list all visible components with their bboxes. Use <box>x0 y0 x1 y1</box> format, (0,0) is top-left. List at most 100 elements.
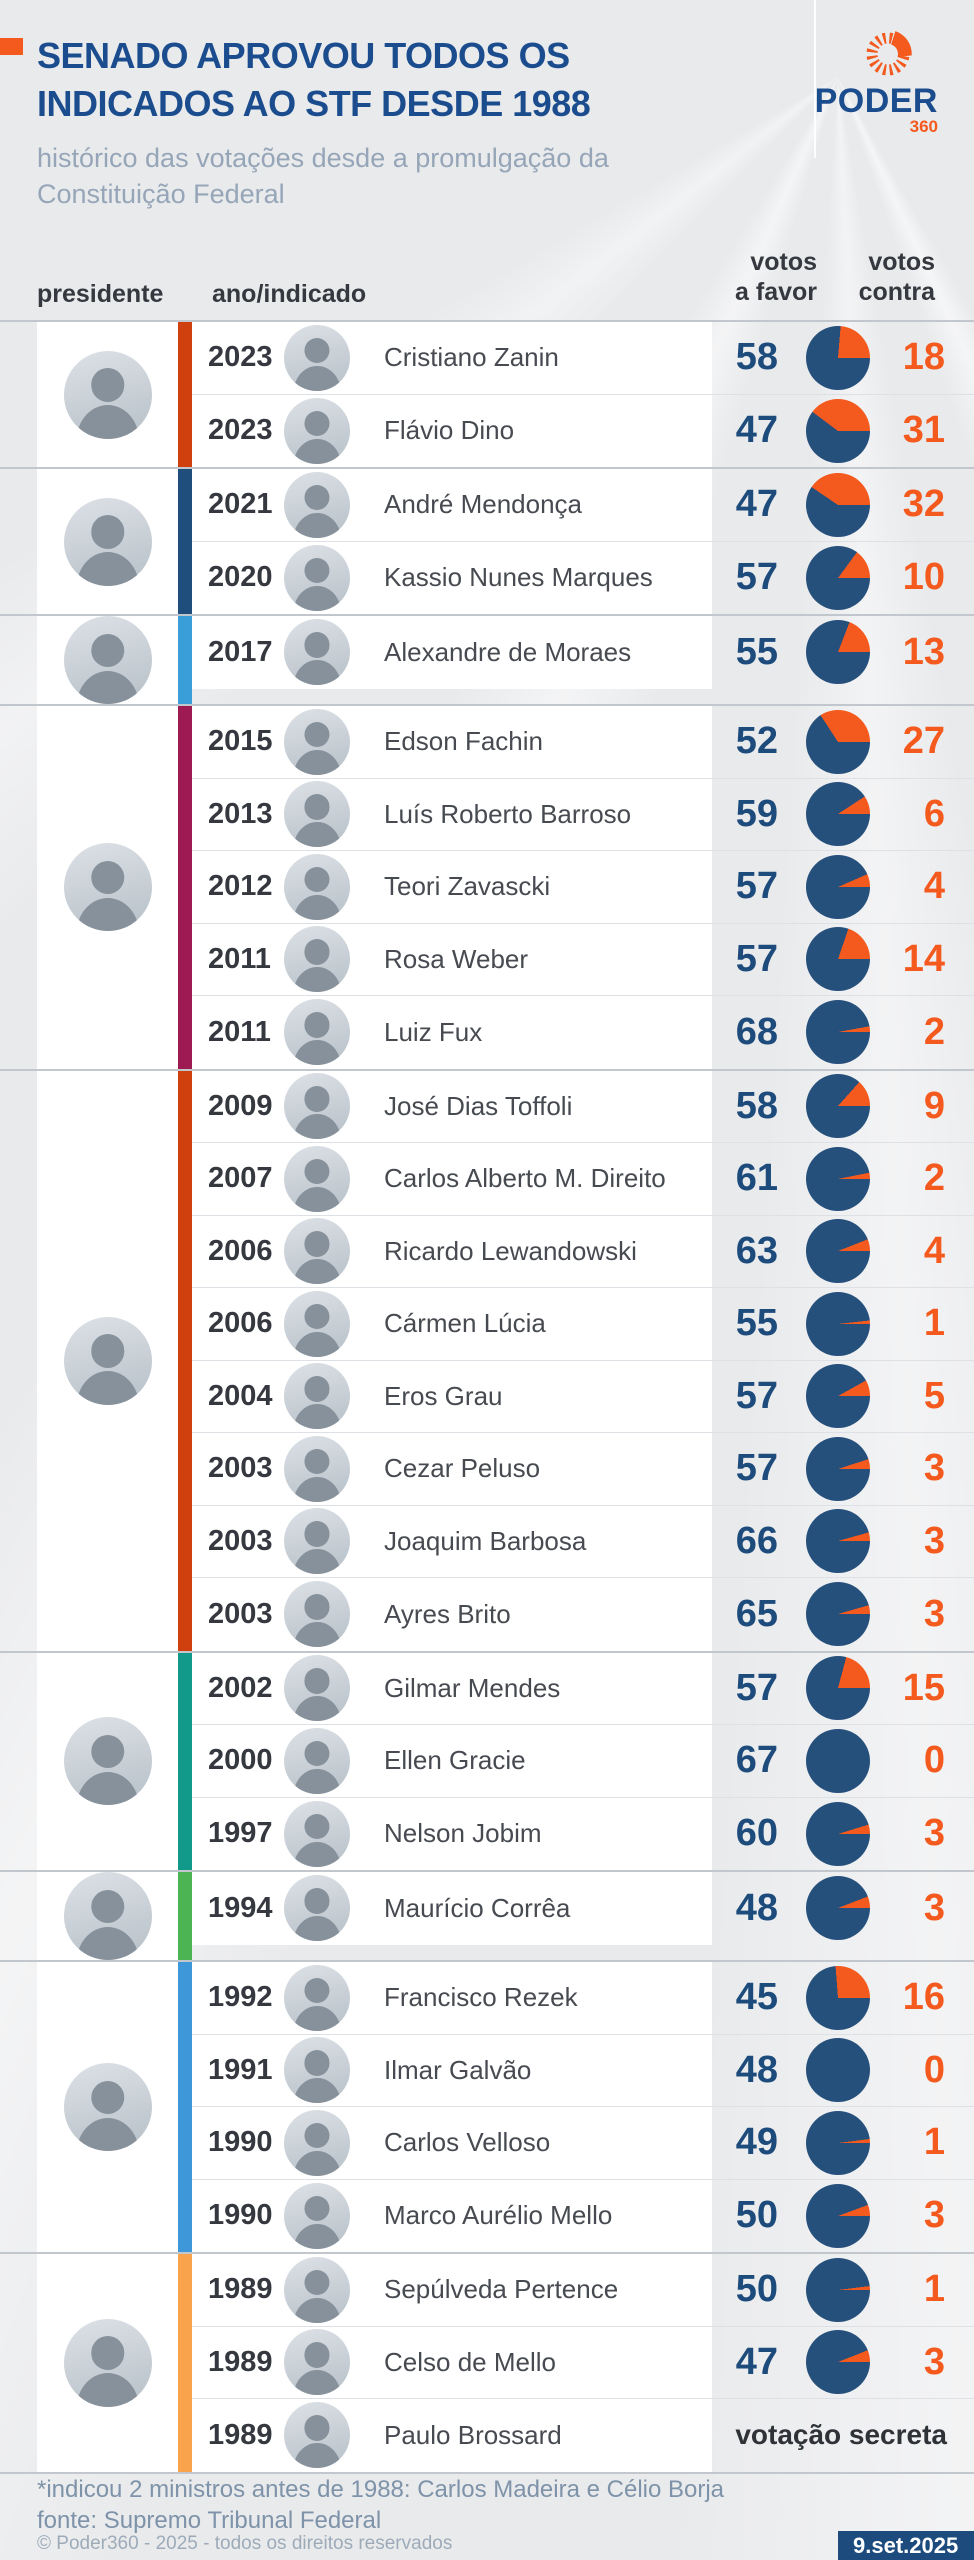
nomination-year: 1994 <box>208 1891 273 1924</box>
votes-contra-value: 4 <box>923 1229 945 1272</box>
votes-pie-chart <box>806 2330 870 2395</box>
nomination-year: 1990 <box>208 2199 273 2232</box>
votes-favor-value: 57 <box>735 865 778 908</box>
votes-pie-chart <box>806 1291 870 1356</box>
votes-pie-chart <box>806 545 870 610</box>
votes-favor-value: 67 <box>735 1739 778 1782</box>
nominee-photo <box>284 1800 350 1867</box>
votes-pie-chart <box>806 325 870 390</box>
president-cell <box>37 706 178 1069</box>
votes-contra-value: 5 <box>923 1374 945 1417</box>
nominee-row: 2015 Edson Fachin 52 27 <box>192 706 974 779</box>
votes-contra-value: 27 <box>902 720 945 763</box>
nominee-photo <box>284 471 350 538</box>
votes-contra-value: 1 <box>923 2268 945 2311</box>
votes-contra-value: 3 <box>923 2340 945 2383</box>
nomination-year: 2021 <box>208 488 273 521</box>
votes-contra-value: 10 <box>902 556 945 599</box>
nominee-photo <box>284 853 350 920</box>
votes-contra-value: 3 <box>923 1447 945 1490</box>
nominee-photo <box>284 324 350 391</box>
header-divider <box>814 0 816 158</box>
president-group: 2023 Cristiano Zanin 58 18 2023 Flávio D… <box>0 320 974 467</box>
votes-favor-value: 48 <box>735 1886 778 1929</box>
votes-favor-value: 61 <box>735 1157 778 1200</box>
left-margin <box>0 706 37 1069</box>
nominee-row: 2009 José Dias Toffoli 58 9 <box>192 1070 974 1143</box>
nominee-name: Edson Fachin <box>384 726 543 757</box>
president-cell <box>37 1872 178 1960</box>
nominee-row: 2003 Joaquim Barbosa 66 3 <box>192 1505 974 1578</box>
nominee-name: Nelson Jobim <box>384 1818 542 1849</box>
nomination-year: 2006 <box>208 1307 273 1340</box>
votes-favor-value: 58 <box>735 336 778 379</box>
nominee-photo <box>284 1363 350 1430</box>
nominee-row: 1990 Carlos Velloso 49 1 <box>192 2107 974 2180</box>
footnote-pre-1988: *indicou 2 ministros antes de 1988: Carl… <box>37 2476 725 2503</box>
nomination-year: 2000 <box>208 1744 273 1777</box>
nominee-name: Maurício Corrêa <box>384 1892 571 1923</box>
nominee-photo <box>284 1964 350 2031</box>
nominee-row: 1989 Celso de Mello 47 3 <box>192 2326 974 2399</box>
nominee-row: 2020 Kassio Nunes Marques 57 10 <box>192 541 974 614</box>
president-group: 1989 Sepúlveda Pertence 50 1 1989 Celso … <box>0 2252 974 2472</box>
nomination-year: 2015 <box>208 725 273 758</box>
votes-pie-chart <box>806 1582 870 1647</box>
votes-contra-value: 3 <box>923 1519 945 1562</box>
votes-favor-value: 57 <box>735 556 778 599</box>
votes-contra-value: 1 <box>923 2121 945 2164</box>
president-color-bar <box>178 1962 192 2252</box>
nominee-photo <box>284 1875 350 1942</box>
nomination-year: 1989 <box>208 2345 273 2378</box>
logo-360: 360 <box>909 117 938 136</box>
nominee-name: Gilmar Mendes <box>384 1672 561 1703</box>
nominee-photo <box>284 999 350 1066</box>
votes-pie-chart <box>806 709 870 774</box>
president-photo-fhc <box>63 1717 152 1806</box>
president-group: 1992 Francisco Rezek 45 16 1991 Ilmar Ga… <box>0 1960 974 2252</box>
votes-favor-value: 57 <box>735 1666 778 1709</box>
nominee-name: Paulo Brossard <box>384 2419 562 2450</box>
votes-pie-chart <box>806 1509 870 1574</box>
nominee-row-secret: 1989 Paulo Brossard votação secreta <box>192 2399 974 2472</box>
title-line-2: INDICADOS AO STF DESDE 1988 <box>37 83 591 124</box>
votes-contra-value: 3 <box>923 1812 945 1855</box>
nominee-photo <box>284 926 350 993</box>
president-color-bar <box>178 1652 192 1870</box>
president-color-bar <box>178 1070 192 1651</box>
votes-favor-value: 63 <box>735 1229 778 1272</box>
nominee-row: 2011 Luiz Fux 68 2 <box>192 996 974 1069</box>
group-rows: 2002 Gilmar Mendes 57 15 2000 Ellen Grac… <box>192 1652 974 1870</box>
votes-favor-value: 60 <box>735 1812 778 1855</box>
president-cell <box>37 1652 178 1870</box>
votes-favor-value: 45 <box>735 1976 778 2019</box>
nominee-row: 2006 Ricardo Lewandowski 63 4 <box>192 1215 974 1288</box>
nominee-photo <box>284 544 350 611</box>
nominee-name: André Mendonça <box>384 489 583 520</box>
president-group: 2021 André Mendonça 47 32 2020 Kassio Nu… <box>0 467 974 614</box>
votes-favor-value: 52 <box>735 720 778 763</box>
president-cell <box>37 1962 178 2252</box>
votes-pie-chart <box>806 472 870 537</box>
left-margin <box>0 1872 37 1960</box>
nomination-year: 2004 <box>208 1379 273 1412</box>
votes-contra-value: 3 <box>923 1592 945 1635</box>
nominee-row: 2004 Eros Grau 57 5 <box>192 1360 974 1433</box>
nominee-name: Flávio Dino <box>384 415 515 446</box>
nominee-row: 2011 Rosa Weber 57 14 <box>192 923 974 996</box>
source-note: fonte: Supremo Tribunal Federal <box>37 2507 382 2534</box>
votes-contra-value: 2 <box>923 1010 945 1053</box>
nominee-row: 2003 Cezar Peluso 57 3 <box>192 1433 974 1506</box>
accent-square <box>0 38 23 55</box>
president-color-bar <box>178 616 192 704</box>
nominee-name: Ellen Gracie <box>384 1745 526 1776</box>
president-color-bar <box>178 2254 192 2472</box>
left-margin <box>0 1071 37 1651</box>
nominee-photo <box>284 708 350 775</box>
left-margin <box>0 2254 37 2472</box>
votes-favor-value: 49 <box>735 2121 778 2164</box>
votes-contra-value: 9 <box>923 1084 945 1127</box>
nominee-name: Carlos Alberto M. Direito <box>384 1163 666 1194</box>
secret-vote-label: votação secreta <box>735 2419 947 2451</box>
nominee-row: 2012 Teori Zavascki 57 4 <box>192 851 974 924</box>
